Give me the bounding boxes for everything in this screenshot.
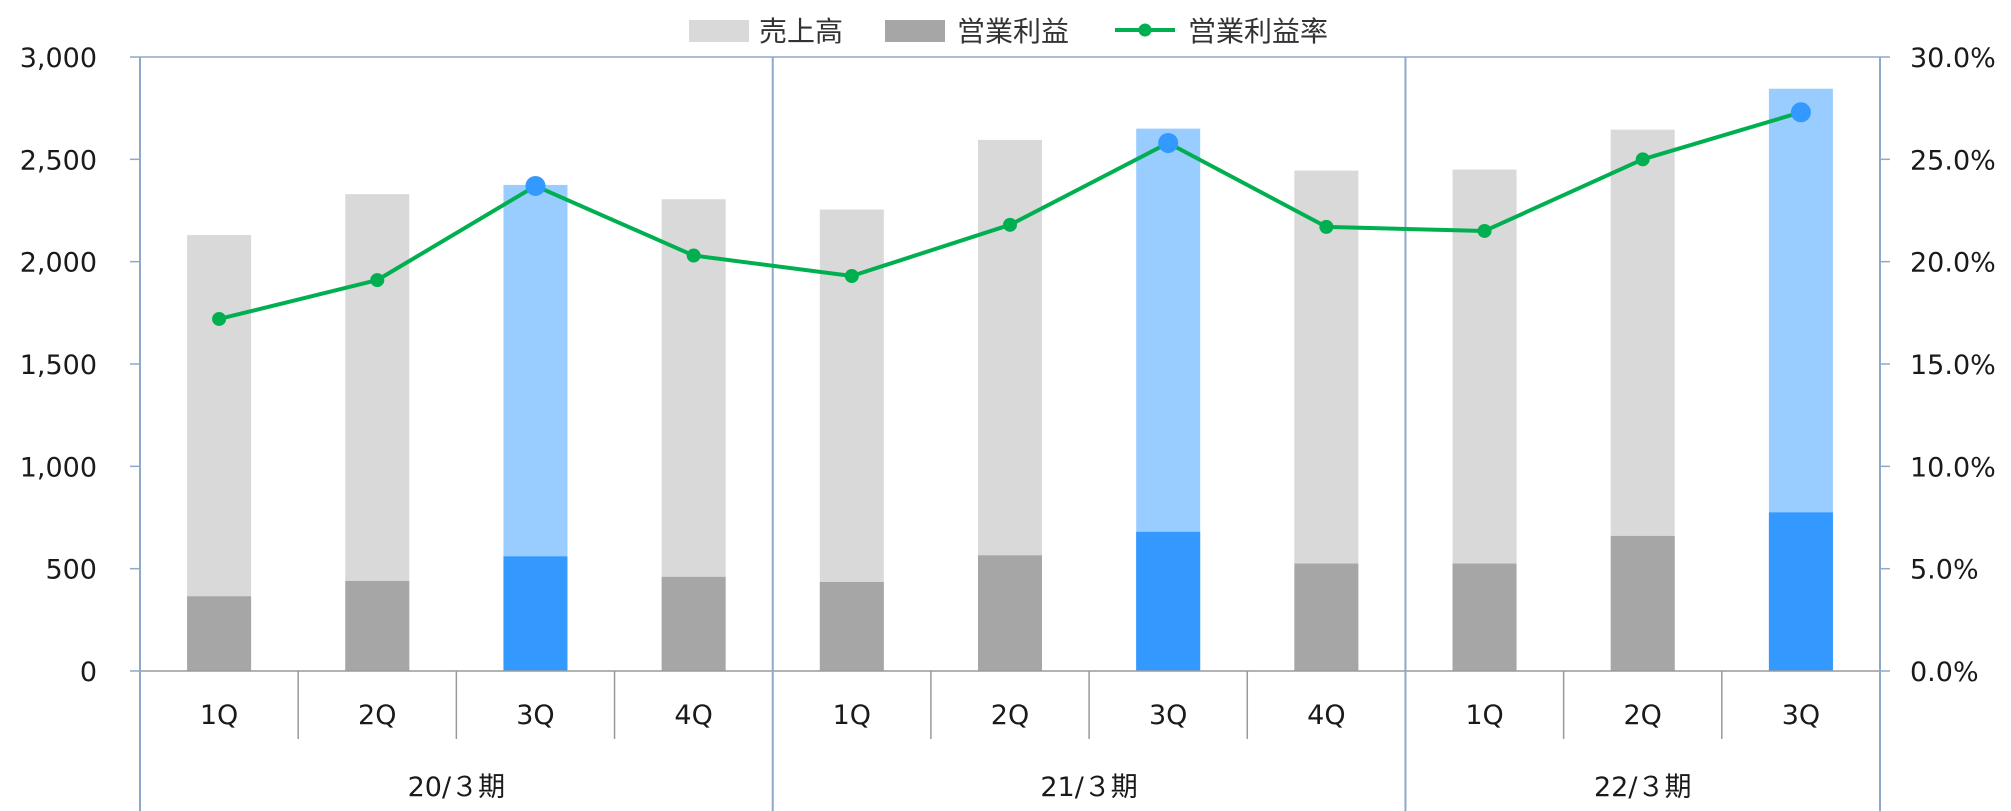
margin-point (212, 311, 227, 326)
bar-operating-profit (1610, 535, 1675, 671)
x-group-label: 22/３期 (1594, 772, 1691, 803)
legend: 売上高 営業利益 営業利益率 (689, 15, 1328, 48)
legend-swatch-profit (885, 20, 945, 42)
legend-swatch-sales (689, 20, 749, 42)
y-right-tick-label: 25.0% (1910, 145, 1996, 176)
y-right-tick-label: 30.0% (1910, 43, 1996, 74)
legend-label-profit: 営業利益 (957, 15, 1069, 48)
legend-swatch-margin-marker (1138, 23, 1152, 37)
margin-point (844, 268, 859, 283)
margin-point (1319, 219, 1334, 234)
y-left-tick-label: 3,000 (20, 43, 97, 74)
margin-point-highlight (1790, 102, 1811, 123)
y-right-tick-label: 10.0% (1910, 452, 1996, 483)
y-right-tick-label: 5.0% (1910, 555, 1979, 586)
x-category-label: 3Q (1782, 700, 1820, 731)
bar-operating-profit (978, 555, 1042, 671)
margin-point (1635, 152, 1650, 167)
bar-operating-profit (345, 580, 410, 671)
margin-point (370, 273, 385, 288)
bar-operating-profit (1768, 512, 1833, 671)
x-group-label: 21/３期 (1040, 772, 1137, 803)
x-group-label: 20/３期 (408, 772, 505, 803)
bar-operating-profit (503, 556, 568, 671)
y-right-tick-label: 20.0% (1910, 248, 1996, 279)
bar-operating-profit (819, 581, 884, 671)
x-category-label: 3Q (516, 700, 554, 731)
x-category-label: 4Q (674, 700, 712, 731)
x-category-label: 4Q (1307, 700, 1345, 731)
x-category-label: 2Q (991, 700, 1029, 731)
bar-operating-profit (1136, 531, 1201, 671)
y-left-tick-label: 0 (80, 657, 97, 688)
y-left-tick-label: 2,500 (20, 145, 97, 176)
margin-point-highlight (1158, 132, 1179, 153)
y-left-tick-label: 1,000 (20, 452, 97, 483)
legend-label-sales: 売上高 (759, 15, 843, 48)
margin-point-highlight (525, 175, 546, 196)
margin-point (1477, 223, 1492, 238)
bar-operating-profit (661, 576, 726, 671)
bar-operating-profit (187, 596, 252, 671)
x-category-label: 1Q (833, 700, 871, 731)
x-category-label: 2Q (358, 700, 396, 731)
margin-point (686, 248, 701, 263)
y-right-tick-label: 0.0% (1910, 657, 1979, 688)
x-category-label: 1Q (1465, 700, 1503, 731)
legend-label-margin: 営業利益率 (1188, 15, 1328, 48)
y-right-tick-label: 15.0% (1910, 350, 1996, 381)
x-category-label: 2Q (1624, 700, 1662, 731)
margin-point (1003, 217, 1017, 232)
x-category-label: 3Q (1149, 700, 1187, 731)
y-left-tick-label: 1,500 (20, 350, 97, 381)
y-left-tick-label: 500 (45, 555, 97, 586)
bar-operating-profit (1294, 563, 1359, 671)
x-category-label: 1Q (200, 700, 238, 731)
y-left-tick-label: 2,000 (20, 248, 97, 279)
bar-operating-profit (1452, 563, 1517, 671)
